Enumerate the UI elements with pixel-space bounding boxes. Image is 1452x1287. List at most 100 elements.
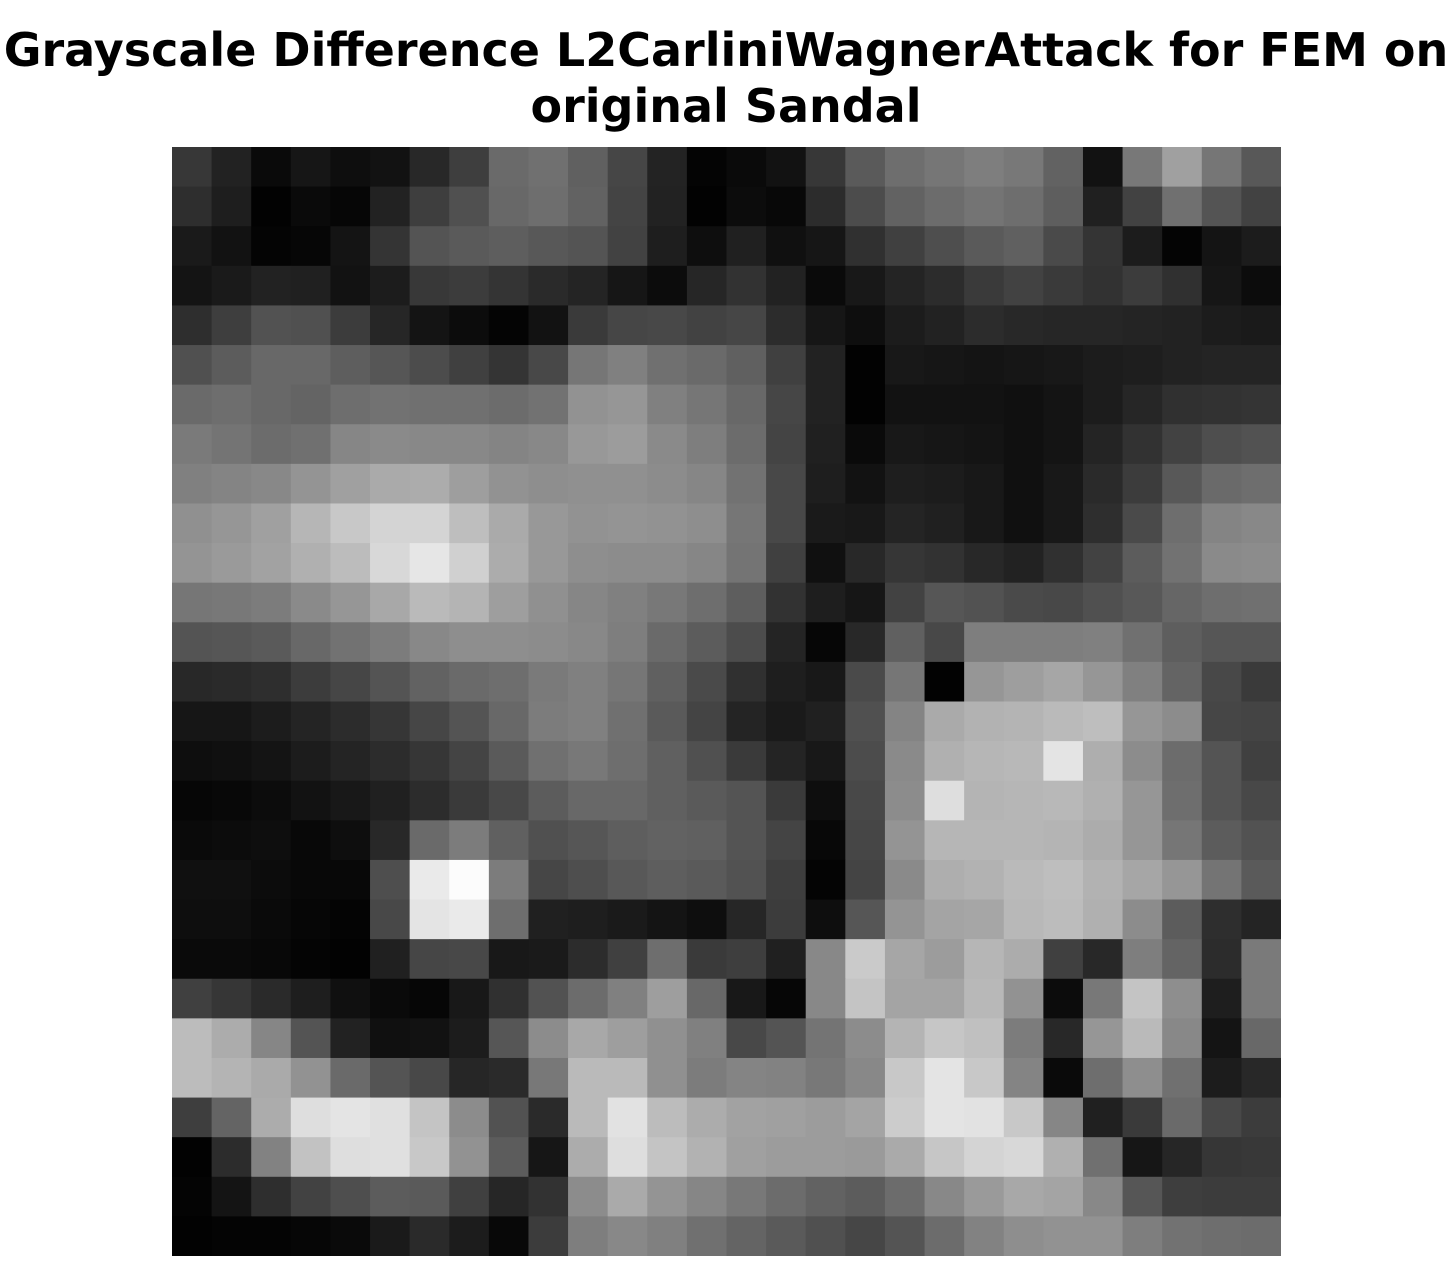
heatmap-cell-r7-c11 xyxy=(607,424,648,465)
heatmap-cell-r20-c3 xyxy=(290,939,332,980)
heatmap-cell-r12-c12 xyxy=(647,622,688,663)
heatmap-cell-r10-c6 xyxy=(409,543,450,584)
heatmap-cell-r17-c6 xyxy=(409,820,450,861)
heatmap-cell-r2-c19 xyxy=(924,226,965,267)
heatmap-cell-r23-c7 xyxy=(449,1057,490,1099)
heatmap-cell-r9-c7 xyxy=(449,503,490,544)
heatmap-cell-r10-c10 xyxy=(568,543,609,584)
heatmap-cell-r0-c7 xyxy=(449,147,490,188)
heatmap-cell-r27-c14 xyxy=(726,1216,767,1256)
heatmap-cell-r6-c23 xyxy=(1082,384,1124,425)
heatmap-cell-r15-c24 xyxy=(1122,741,1163,782)
heatmap-cell-r1-c10 xyxy=(568,186,609,227)
heatmap-cell-r11-c20 xyxy=(964,582,1005,623)
heatmap-cell-r16-c24 xyxy=(1122,780,1163,821)
heatmap-cell-r12-c9 xyxy=(528,622,569,663)
heatmap-cell-r7-c13 xyxy=(686,424,728,465)
heatmap-cell-r27-c15 xyxy=(766,1216,807,1256)
heatmap-cell-r18-c21 xyxy=(1003,859,1044,901)
heatmap-cell-r14-c24 xyxy=(1122,701,1163,742)
heatmap-cell-r9-c12 xyxy=(647,503,688,544)
heatmap-cell-r15-c5 xyxy=(370,741,411,782)
heatmap-cell-r16-c13 xyxy=(686,780,728,821)
heatmap-cell-r0-c1 xyxy=(211,147,252,188)
heatmap-cell-r16-c23 xyxy=(1082,780,1124,821)
heatmap-cell-r26-c3 xyxy=(290,1176,332,1217)
heatmap-cell-r12-c6 xyxy=(409,622,450,663)
heatmap-cell-r3-c21 xyxy=(1003,265,1044,307)
heatmap-cell-r26-c11 xyxy=(607,1176,648,1217)
heatmap-cell-r9-c2 xyxy=(251,503,292,544)
heatmap-cell-r5-c10 xyxy=(568,345,609,386)
heatmap-cell-r11-c4 xyxy=(330,582,371,623)
heatmap-cell-r27-c0 xyxy=(172,1216,213,1256)
heatmap-cell-r21-c8 xyxy=(488,978,530,1019)
heatmap-cell-r26-c5 xyxy=(370,1176,411,1217)
heatmap-cell-r14-c1 xyxy=(211,701,252,742)
heatmap-cell-r22-c16 xyxy=(805,1018,846,1059)
heatmap-cell-r5-c14 xyxy=(726,345,767,386)
heatmap-cell-r8-c16 xyxy=(805,463,846,505)
heatmap-cell-r14-c25 xyxy=(1162,701,1203,742)
heatmap-cell-r5-c4 xyxy=(330,345,371,386)
heatmap-cell-r2-c5 xyxy=(370,226,411,267)
heatmap-cell-r26-c15 xyxy=(766,1176,807,1217)
heatmap-cell-r16-c27 xyxy=(1241,780,1281,821)
heatmap-cell-r22-c8 xyxy=(488,1018,530,1059)
heatmap-cell-r14-c20 xyxy=(964,701,1005,742)
heatmap-cell-r11-c2 xyxy=(251,582,292,623)
heatmap-cell-r3-c9 xyxy=(528,265,569,307)
heatmap-cell-r25-c19 xyxy=(924,1137,965,1178)
heatmap-cell-r2-c23 xyxy=(1082,226,1124,267)
heatmap-cell-r14-c14 xyxy=(726,701,767,742)
heatmap-cell-r26-c19 xyxy=(924,1176,965,1217)
heatmap-cell-r26-c14 xyxy=(726,1176,767,1217)
heatmap-cell-r20-c22 xyxy=(1043,939,1084,980)
heatmap-cell-r3-c12 xyxy=(647,265,688,307)
heatmap-cell-r25-c3 xyxy=(290,1137,332,1178)
heatmap-cell-r7-c17 xyxy=(845,424,886,465)
heatmap-cell-r15-c26 xyxy=(1201,741,1242,782)
heatmap-cell-r0-c10 xyxy=(568,147,609,188)
heatmap-cell-r4-c0 xyxy=(172,305,213,346)
heatmap-cell-r14-c17 xyxy=(845,701,886,742)
heatmap-cell-r14-c9 xyxy=(528,701,569,742)
heatmap-cell-r24-c5 xyxy=(370,1097,411,1138)
heatmap-cell-r6-c25 xyxy=(1162,384,1203,425)
heatmap-cell-r1-c11 xyxy=(607,186,648,227)
heatmap-cell-r3-c7 xyxy=(449,265,490,307)
heatmap-cell-r9-c27 xyxy=(1241,503,1281,544)
heatmap-cell-r1-c5 xyxy=(370,186,411,227)
heatmap-cell-r27-c9 xyxy=(528,1216,569,1256)
heatmap-cell-r7-c23 xyxy=(1082,424,1124,465)
heatmap-cell-r14-c26 xyxy=(1201,701,1242,742)
heatmap-cell-r6-c15 xyxy=(766,384,807,425)
heatmap-cell-r15-c6 xyxy=(409,741,450,782)
heatmap-cell-r6-c20 xyxy=(964,384,1005,425)
heatmap-cell-r9-c16 xyxy=(805,503,846,544)
heatmap-cell-r10-c20 xyxy=(964,543,1005,584)
heatmap-cell-r18-c20 xyxy=(964,859,1005,901)
heatmap-cell-r21-c20 xyxy=(964,978,1005,1019)
heatmap-cell-r20-c17 xyxy=(845,939,886,980)
heatmap-cell-r18-c24 xyxy=(1122,859,1163,901)
heatmap-cell-r11-c17 xyxy=(845,582,886,623)
heatmap-cell-r10-c9 xyxy=(528,543,569,584)
heatmap-cell-r13-c11 xyxy=(607,661,648,703)
heatmap-cell-r3-c11 xyxy=(607,265,648,307)
heatmap-cell-r11-c27 xyxy=(1241,582,1281,623)
heatmap-cell-r21-c17 xyxy=(845,978,886,1019)
heatmap-cell-r6-c3 xyxy=(290,384,332,425)
heatmap-cell-r2-c12 xyxy=(647,226,688,267)
heatmap-cell-r17-c12 xyxy=(647,820,688,861)
heatmap-cell-r3-c0 xyxy=(172,265,213,307)
heatmap-cell-r5-c26 xyxy=(1201,345,1242,386)
heatmap-cell-r17-c26 xyxy=(1201,820,1242,861)
heatmap-cell-r4-c11 xyxy=(607,305,648,346)
heatmap-cell-r11-c7 xyxy=(449,582,490,623)
heatmap-cell-r20-c12 xyxy=(647,939,688,980)
heatmap-cell-r14-c0 xyxy=(172,701,213,742)
heatmap-cell-r24-c26 xyxy=(1201,1097,1242,1138)
heatmap-cell-r19-c23 xyxy=(1082,899,1124,940)
heatmap-cell-r10-c23 xyxy=(1082,543,1124,584)
